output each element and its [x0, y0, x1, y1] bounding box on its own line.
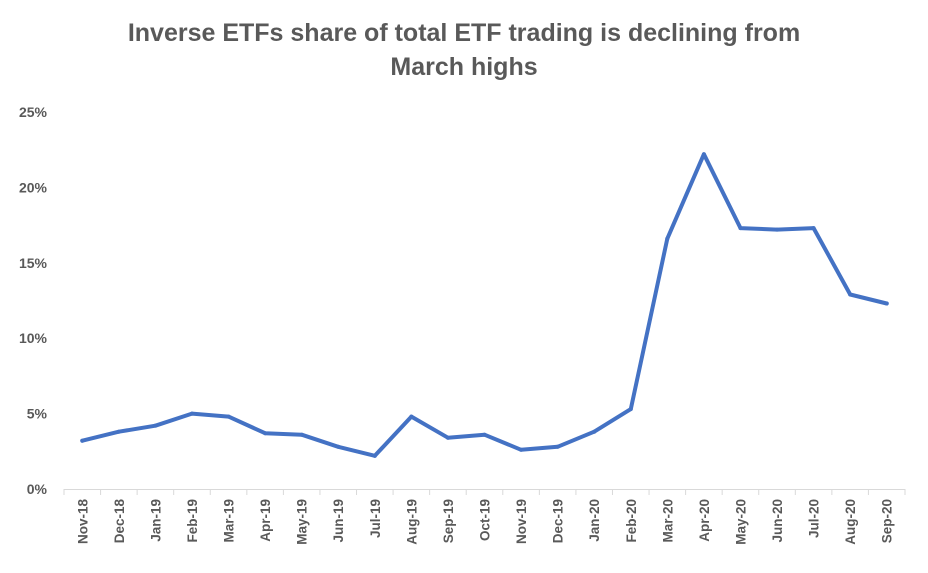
chart-title-line-2: March highs [390, 53, 538, 81]
data-point [299, 432, 304, 437]
x-tick-label: Jan-20 [587, 499, 602, 542]
y-tick-label: 15% [19, 255, 48, 271]
x-tick-label: Dec-18 [112, 499, 127, 544]
y-tick-label: 25% [19, 104, 48, 120]
x-tick-label: Feb-20 [624, 499, 639, 543]
data-point [116, 429, 121, 434]
data-point [482, 432, 487, 437]
data-point [848, 292, 853, 297]
x-tick-label: Jun-20 [770, 499, 785, 543]
chart-title: Inverse ETFs share of total ETF trading … [64, 16, 864, 84]
series-line [80, 152, 889, 458]
data-point [628, 407, 633, 412]
x-tick-label: May-20 [733, 499, 748, 545]
x-tick-label: Jul-20 [807, 499, 822, 538]
x-tick-label: Apr-20 [697, 499, 712, 542]
data-point [738, 226, 743, 231]
data-point [372, 453, 377, 458]
x-tick-label: Mar-20 [660, 499, 675, 543]
x-tick-label: Jul-19 [368, 499, 383, 538]
data-point [811, 226, 816, 231]
data-point [263, 431, 268, 436]
data-point [592, 429, 597, 434]
data-point [884, 301, 889, 306]
data-point [701, 152, 706, 157]
data-point [665, 236, 670, 241]
data-point [153, 423, 158, 428]
x-tick-label: Oct-19 [478, 499, 493, 541]
y-tick-label: 0% [27, 481, 48, 497]
x-tick-label: Dec-19 [551, 499, 566, 543]
x-tick-label: Sep-20 [880, 499, 895, 543]
x-tick-label: Aug-19 [404, 499, 419, 545]
x-tick-label: Nov-19 [514, 499, 529, 544]
x-tick-label: Apr-19 [258, 499, 273, 542]
x-tick-label: Mar-19 [222, 499, 237, 543]
data-point [336, 444, 341, 449]
data-point [80, 438, 85, 443]
data-point [409, 414, 414, 419]
y-tick-label: 5% [27, 406, 48, 422]
x-tick-label: Jan-19 [148, 499, 163, 542]
x-tick-label: Jun-19 [331, 499, 346, 543]
chart-title-line-1: Inverse ETFs share of total ETF trading … [127, 19, 801, 47]
data-point [519, 447, 524, 452]
y-tick-label: 20% [19, 179, 48, 195]
data-point [555, 444, 560, 449]
y-tick-label: 10% [19, 330, 48, 346]
y-axis: 0% 5% 10% 15% 20% 25% [19, 104, 48, 497]
data-point [189, 411, 194, 416]
x-tick-label: May-19 [295, 499, 310, 545]
series-layer [80, 152, 889, 458]
x-tick-label: Aug-20 [843, 499, 858, 545]
data-point [445, 435, 450, 440]
x-tick-label: Feb-19 [185, 499, 200, 543]
data-point [226, 414, 231, 419]
x-axis: Nov-18 Dec-18 Jan-19 Feb-19 Mar-19 Apr-19 May-… [63, 489, 906, 545]
x-tick-label: Nov-18 [75, 499, 90, 545]
x-tick-label: Sep-19 [441, 499, 456, 543]
data-point [775, 227, 780, 232]
